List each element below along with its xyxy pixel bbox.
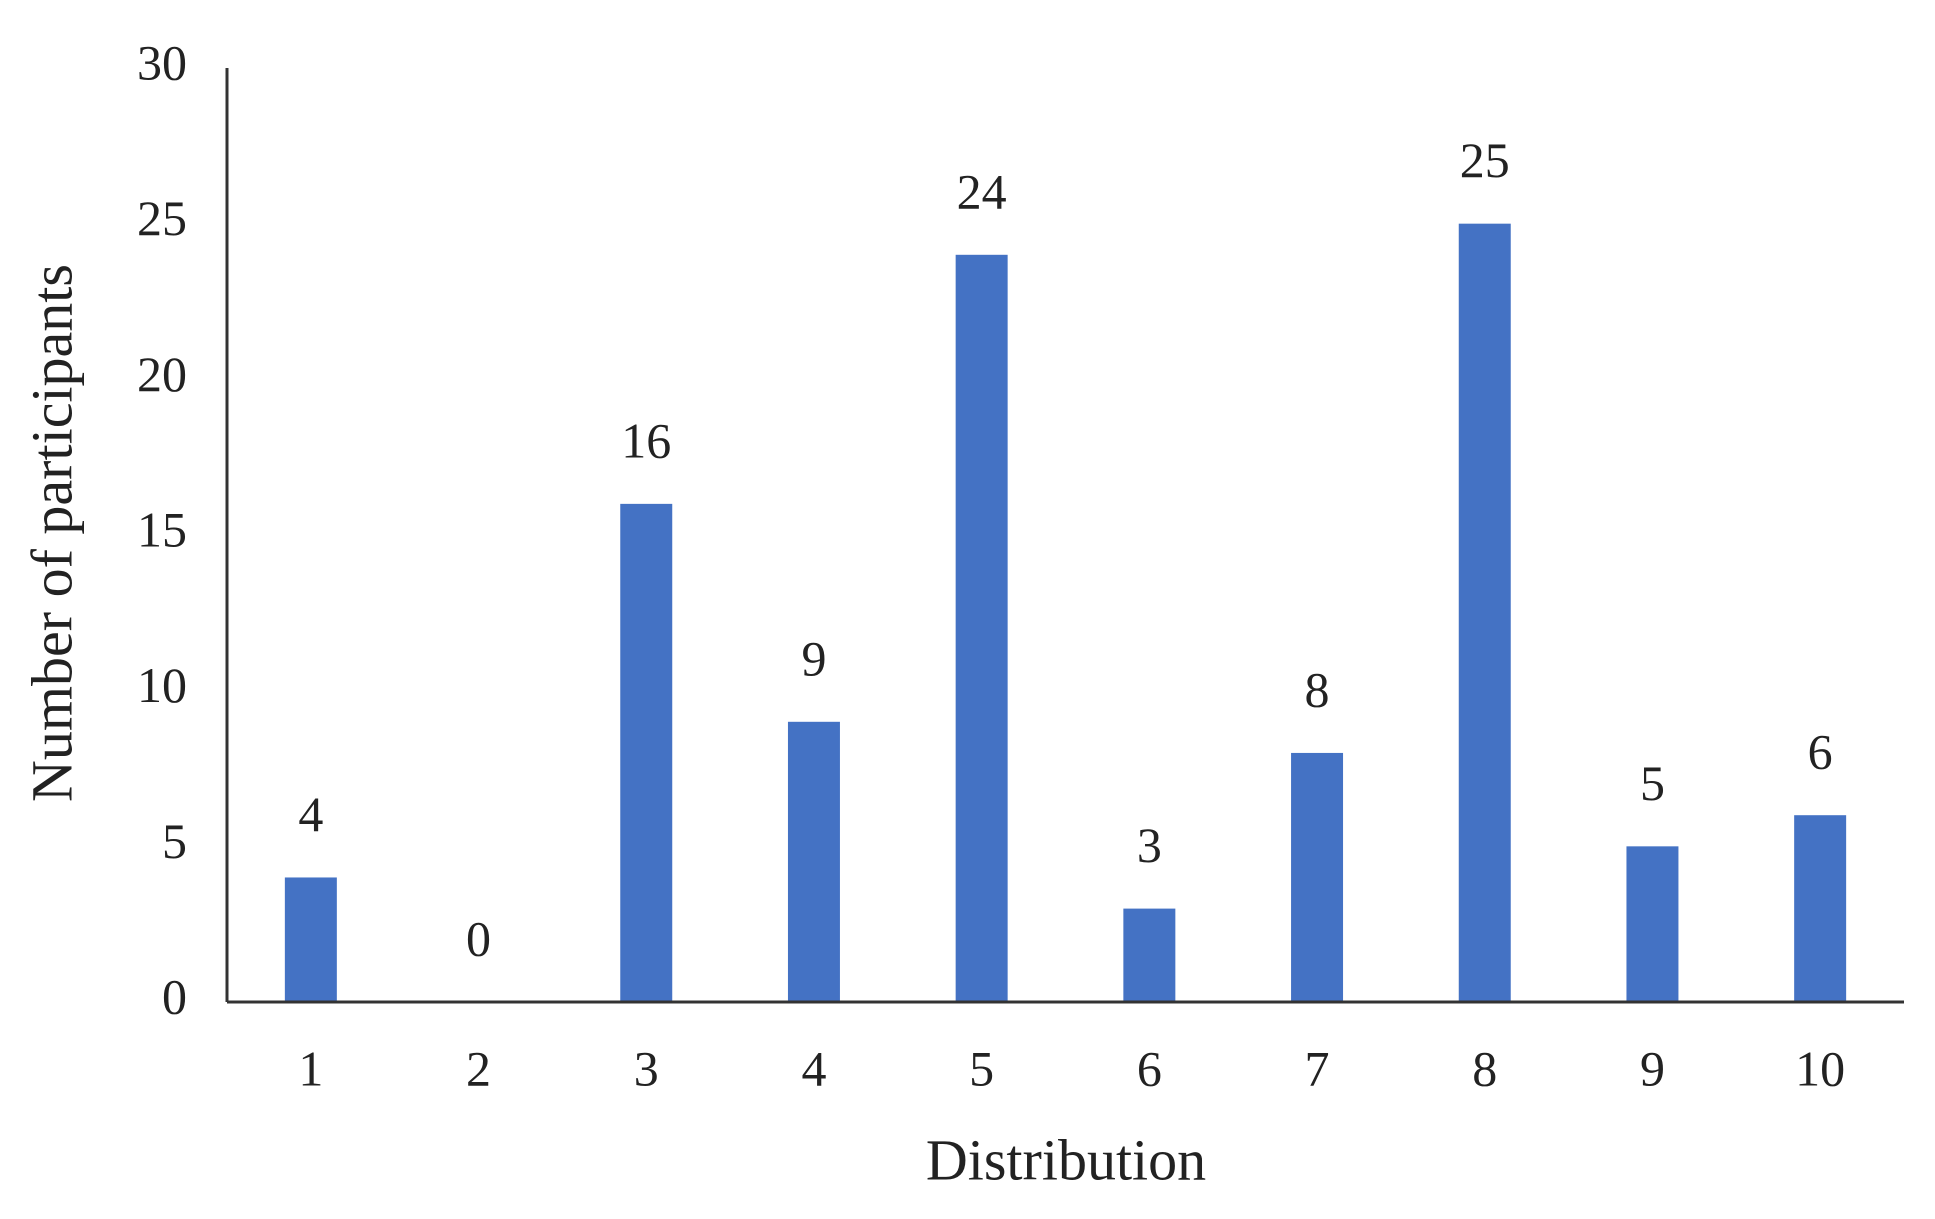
y-tick-label: 10: [137, 657, 187, 713]
bar: [620, 503, 673, 1002]
x-tick-label: 8: [1472, 1040, 1497, 1096]
data-label: 5: [1640, 755, 1665, 811]
data-label: 6: [1808, 724, 1833, 780]
x-axis-title: Distribution: [926, 1127, 1206, 1192]
bar: [1794, 815, 1847, 1002]
y-tick-label: 30: [137, 34, 187, 90]
bar: [1458, 223, 1511, 1002]
data-label: 4: [298, 786, 323, 842]
bar: [955, 254, 1008, 1003]
x-tick-label: 2: [466, 1040, 491, 1096]
x-tick-label: 9: [1640, 1040, 1665, 1096]
x-tick-label: 4: [801, 1040, 826, 1096]
x-tick-label: 1: [298, 1040, 323, 1096]
data-label: 25: [1460, 132, 1510, 188]
data-label: 16: [621, 412, 671, 468]
x-tick-label: 10: [1795, 1040, 1845, 1096]
data-label: 8: [1305, 661, 1330, 717]
y-tick-label: 25: [137, 190, 187, 246]
y-tick-label: 0: [162, 968, 187, 1024]
y-tick-label: 20: [137, 346, 187, 402]
x-tick-label: 5: [969, 1040, 994, 1096]
bar: [284, 877, 337, 1002]
data-label: 3: [1137, 817, 1162, 873]
data-label: 24: [957, 163, 1007, 219]
x-tick-label: 6: [1137, 1040, 1162, 1096]
y-tick-label: 15: [137, 501, 187, 557]
x-tick-label: 3: [634, 1040, 659, 1096]
data-label: 9: [801, 630, 826, 686]
y-tick-label: 5: [162, 813, 187, 869]
bar: [1626, 846, 1679, 1002]
bar: [1291, 752, 1344, 1002]
bar: [1123, 908, 1176, 1002]
x-tick-label: 7: [1305, 1040, 1330, 1096]
y-axis-title: Number of participants: [19, 264, 84, 802]
bar: [787, 721, 840, 1002]
data-label: 0: [466, 910, 491, 966]
